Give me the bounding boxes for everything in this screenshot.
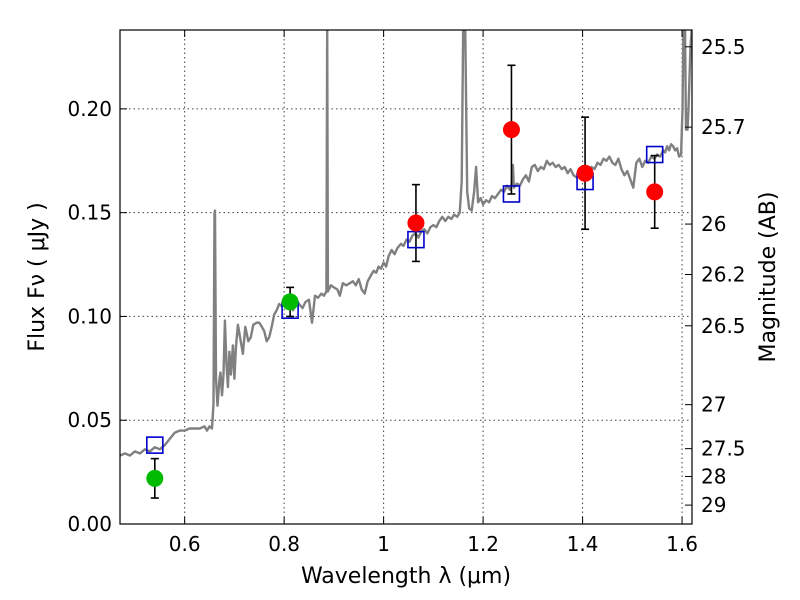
x-axis-label: Wavelength λ (μm) xyxy=(301,564,511,589)
axis-ticks xyxy=(120,30,692,525)
synthetic-square xyxy=(645,145,664,164)
model-sed xyxy=(120,30,692,457)
y-axis-label: Flux Fν ( μJy ) xyxy=(25,202,50,351)
y2-tick-label: 29 xyxy=(701,493,726,517)
red-data-point xyxy=(502,121,520,139)
y-tick-label: 0.15 xyxy=(67,201,112,225)
grid-lines xyxy=(120,30,692,525)
y2-tick-label: 25.7 xyxy=(701,115,746,139)
magnitude-tick-labels: 25.5 25.7 26 26.2 26.5 27 27.5 28 29 xyxy=(701,35,746,517)
y-tick-labels: 0.00 0.05 0.10 0.15 0.20 xyxy=(67,97,112,536)
x-tick-label: 1.6 xyxy=(666,532,698,556)
green-data-point xyxy=(146,469,164,487)
x-tick-label: 0.8 xyxy=(268,532,300,556)
synthetic-square xyxy=(502,185,521,203)
x-tick-label: 1.2 xyxy=(467,532,499,556)
plot-frame xyxy=(119,29,693,525)
model-sed-line xyxy=(120,30,692,457)
red-data-point xyxy=(407,214,425,232)
y-tick-label: 0.00 xyxy=(67,512,112,536)
y2-axis-label: Magnitude (AB) xyxy=(756,192,781,363)
synthetic-square xyxy=(407,230,425,249)
red-data-point xyxy=(646,183,664,201)
y2-tick-label: 27 xyxy=(701,393,726,417)
y-tick-label: 0.05 xyxy=(67,408,112,432)
x-tick-label: 0.6 xyxy=(169,532,201,556)
x-tick-label: 1 xyxy=(377,532,390,556)
red-data-point xyxy=(576,164,594,182)
y2-tick-label: 27.5 xyxy=(701,437,746,461)
x-tick-labels: 0.6 0.8 1 1.2 1.4 1.6 xyxy=(169,532,698,556)
y-tick-label: 0.20 xyxy=(67,97,112,121)
green-data-point xyxy=(281,293,299,311)
y-tick-label: 0.10 xyxy=(67,304,112,328)
y2-tick-label: 25.5 xyxy=(701,35,746,59)
y2-tick-label: 26.2 xyxy=(701,263,746,287)
synthetic-square xyxy=(146,436,164,454)
synthetic-photometry xyxy=(146,145,664,454)
y2-tick-label: 28 xyxy=(701,464,726,488)
y2-tick-label: 26 xyxy=(701,212,726,236)
observed-photometry xyxy=(146,121,664,487)
y2-tick-label: 26.5 xyxy=(701,314,746,338)
x-tick-label: 1.4 xyxy=(567,532,599,556)
